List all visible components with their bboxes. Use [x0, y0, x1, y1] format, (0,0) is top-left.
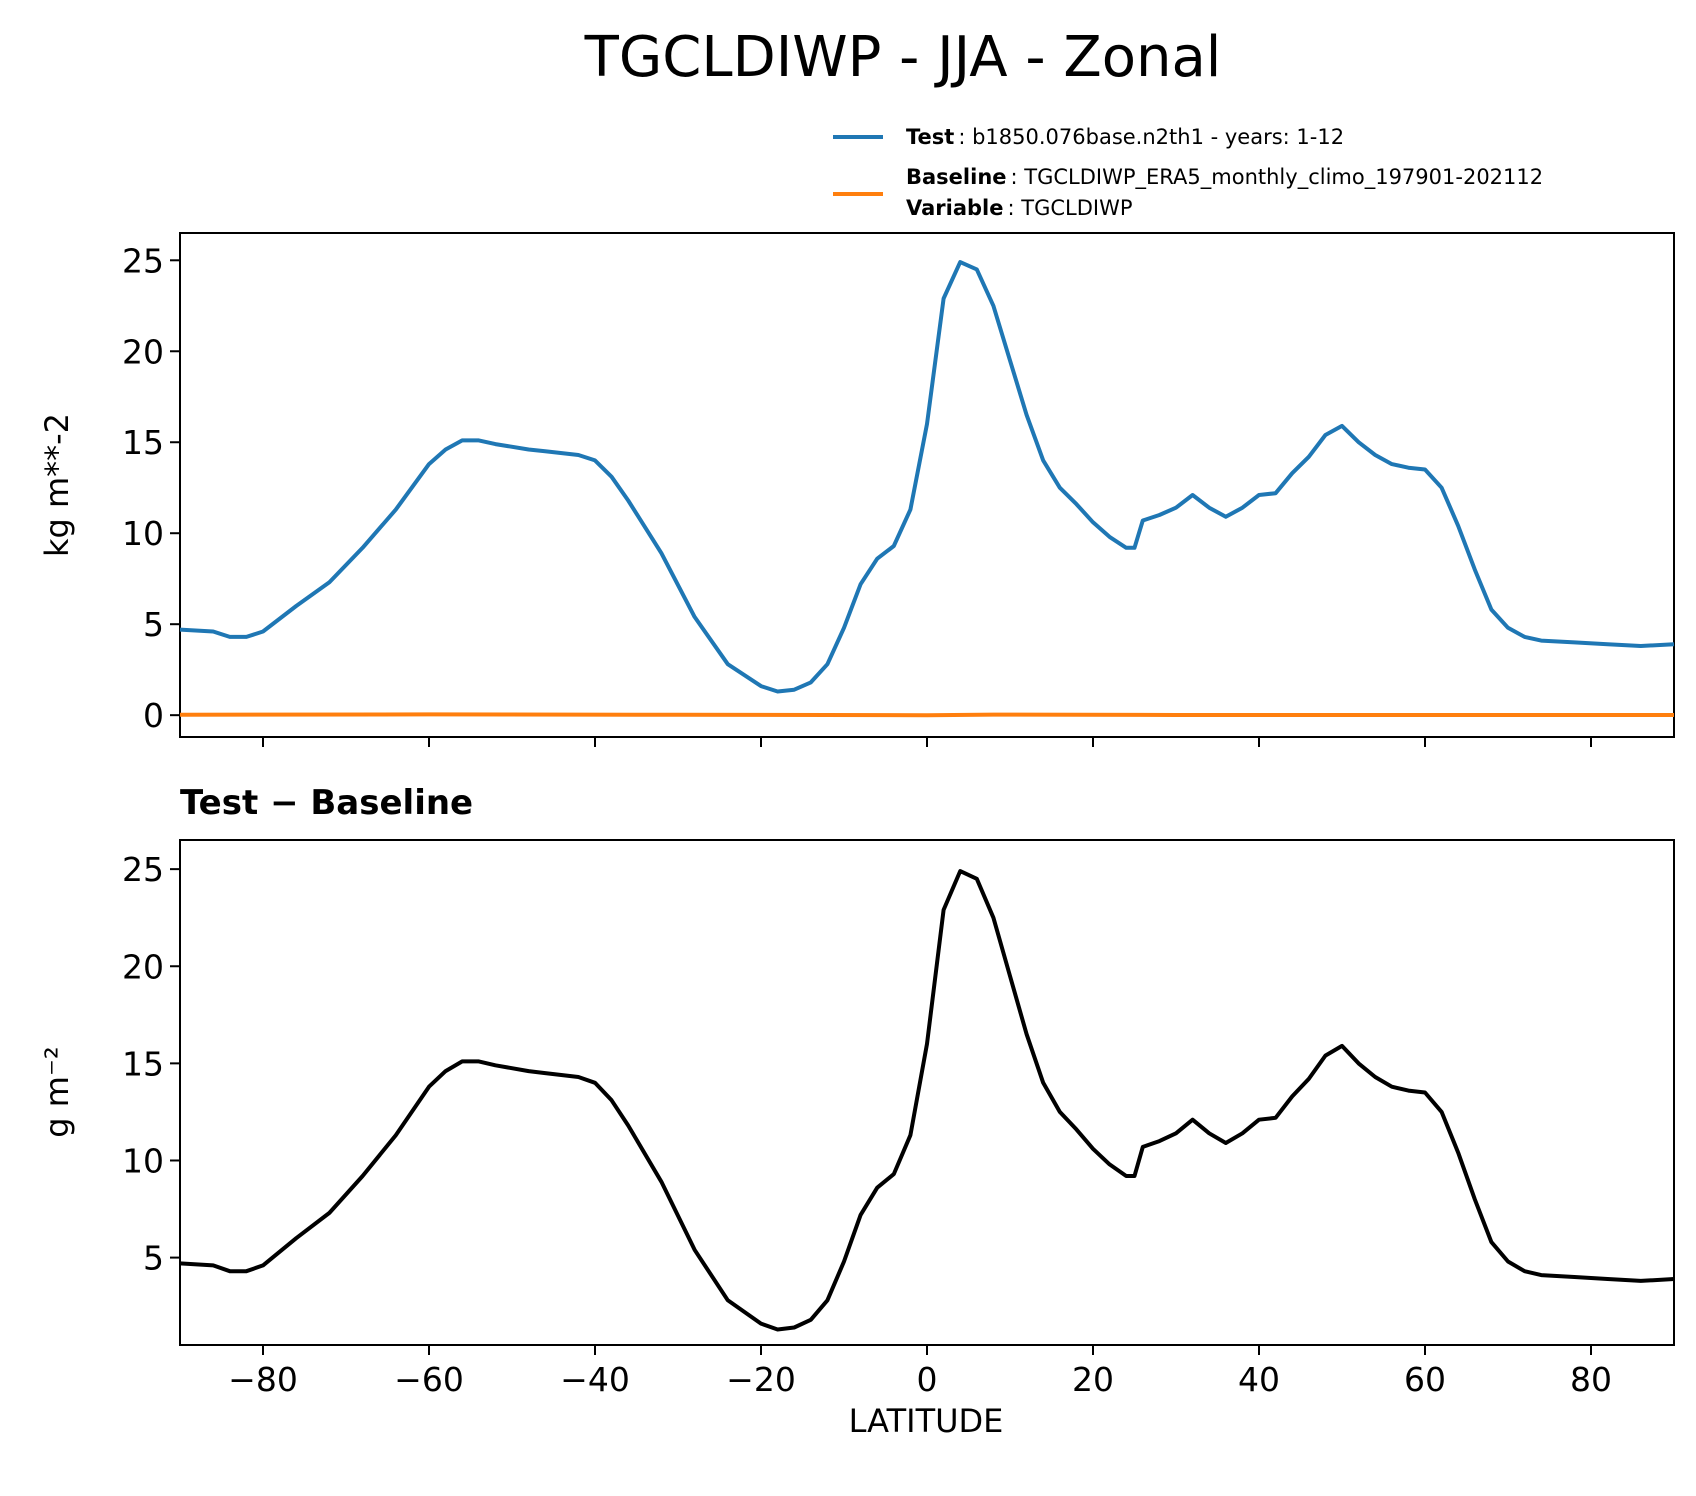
x-axis-label: LATITUDE — [849, 1402, 1004, 1440]
bottom-y-ticks: 5 10 15 20 25 — [122, 850, 180, 1278]
legend-test-text: b1850.076base.n2th1 - years: 1-12 — [972, 125, 1344, 149]
legend-baseline-text: TGCLDIWP_ERA5_monthly_climo_197901-20211… — [1023, 165, 1543, 190]
top-y-axis-label: kg m**-2 — [38, 413, 76, 557]
top-test-line — [179, 260, 1675, 694]
legend-baseline-key: Baseline — [906, 165, 1007, 189]
x-tick-label: 80 — [1570, 1360, 1612, 1399]
top-y-ticks: 0 5 10 15 20 25 — [122, 241, 180, 735]
top-y-tick-label: 20 — [122, 332, 164, 371]
x-tick-label: 40 — [1238, 1360, 1280, 1399]
legend-variable-text: TGCLDIWP — [1020, 196, 1132, 220]
top-y-tick-label: 10 — [122, 514, 164, 553]
bottom-y-axis-label: g m⁻² — [38, 1046, 76, 1137]
legend-variable-key: Variable — [906, 196, 1003, 220]
bottom-y-tick-label: 5 — [143, 1239, 164, 1278]
top-panel: 0 5 10 15 20 25 kg m**-2 — [38, 232, 1675, 747]
top-y-tick-label: 5 — [143, 605, 164, 644]
legend-variable-entry: Variable: TGCLDIWP — [906, 196, 1133, 220]
top-y-tick-label: 0 — [143, 696, 164, 735]
x-tick-label: −60 — [394, 1360, 464, 1399]
bottom-x-ticks: −80 −60 −40 −20 0 20 40 60 80 — [228, 1345, 1612, 1399]
top-series — [179, 260, 1675, 718]
x-tick-label: −40 — [560, 1360, 630, 1399]
bottom-y-tick-label: 10 — [122, 1141, 164, 1180]
legend-test-key: Test — [906, 125, 954, 149]
bottom-panel: Test − Baseline 5 10 15 20 25 −80 −60 −40 −20 0 2… — [38, 783, 1675, 1440]
legend-baseline-entry: Baseline: TGCLDIWP_ERA5_monthly_climo_19… — [906, 165, 1543, 190]
bottom-panel-frame — [179, 839, 1675, 1346]
bottom-panel-title: Test − Baseline — [180, 783, 473, 823]
bottom-series — [179, 869, 1675, 1332]
legend-test-entry: Test: b1850.076base.n2th1 - years: 1-12 — [906, 125, 1344, 149]
legend: Test: b1850.076base.n2th1 - years: 1-12 … — [833, 125, 1543, 220]
x-tick-label: −20 — [726, 1360, 796, 1399]
bottom-y-tick-label: 25 — [122, 850, 164, 889]
bottom-y-tick-label: 20 — [122, 947, 164, 986]
x-tick-label: 20 — [1072, 1360, 1114, 1399]
x-tick-label: −80 — [228, 1360, 298, 1399]
bottom-y-tick-label: 15 — [122, 1044, 164, 1083]
x-tick-label: 60 — [1404, 1360, 1446, 1399]
top-panel-frame — [179, 232, 1675, 738]
top-x-ticks — [262, 737, 1592, 747]
chart-title: TGCLDIWP - JJA - Zonal — [584, 25, 1222, 90]
bottom-difference0-line — [179, 869, 1675, 1332]
top-y-tick-label: 15 — [122, 423, 164, 462]
top-y-tick-label: 25 — [122, 241, 164, 280]
x-tick-label: 0 — [917, 1360, 938, 1399]
top-baseline-line — [179, 712, 1674, 718]
